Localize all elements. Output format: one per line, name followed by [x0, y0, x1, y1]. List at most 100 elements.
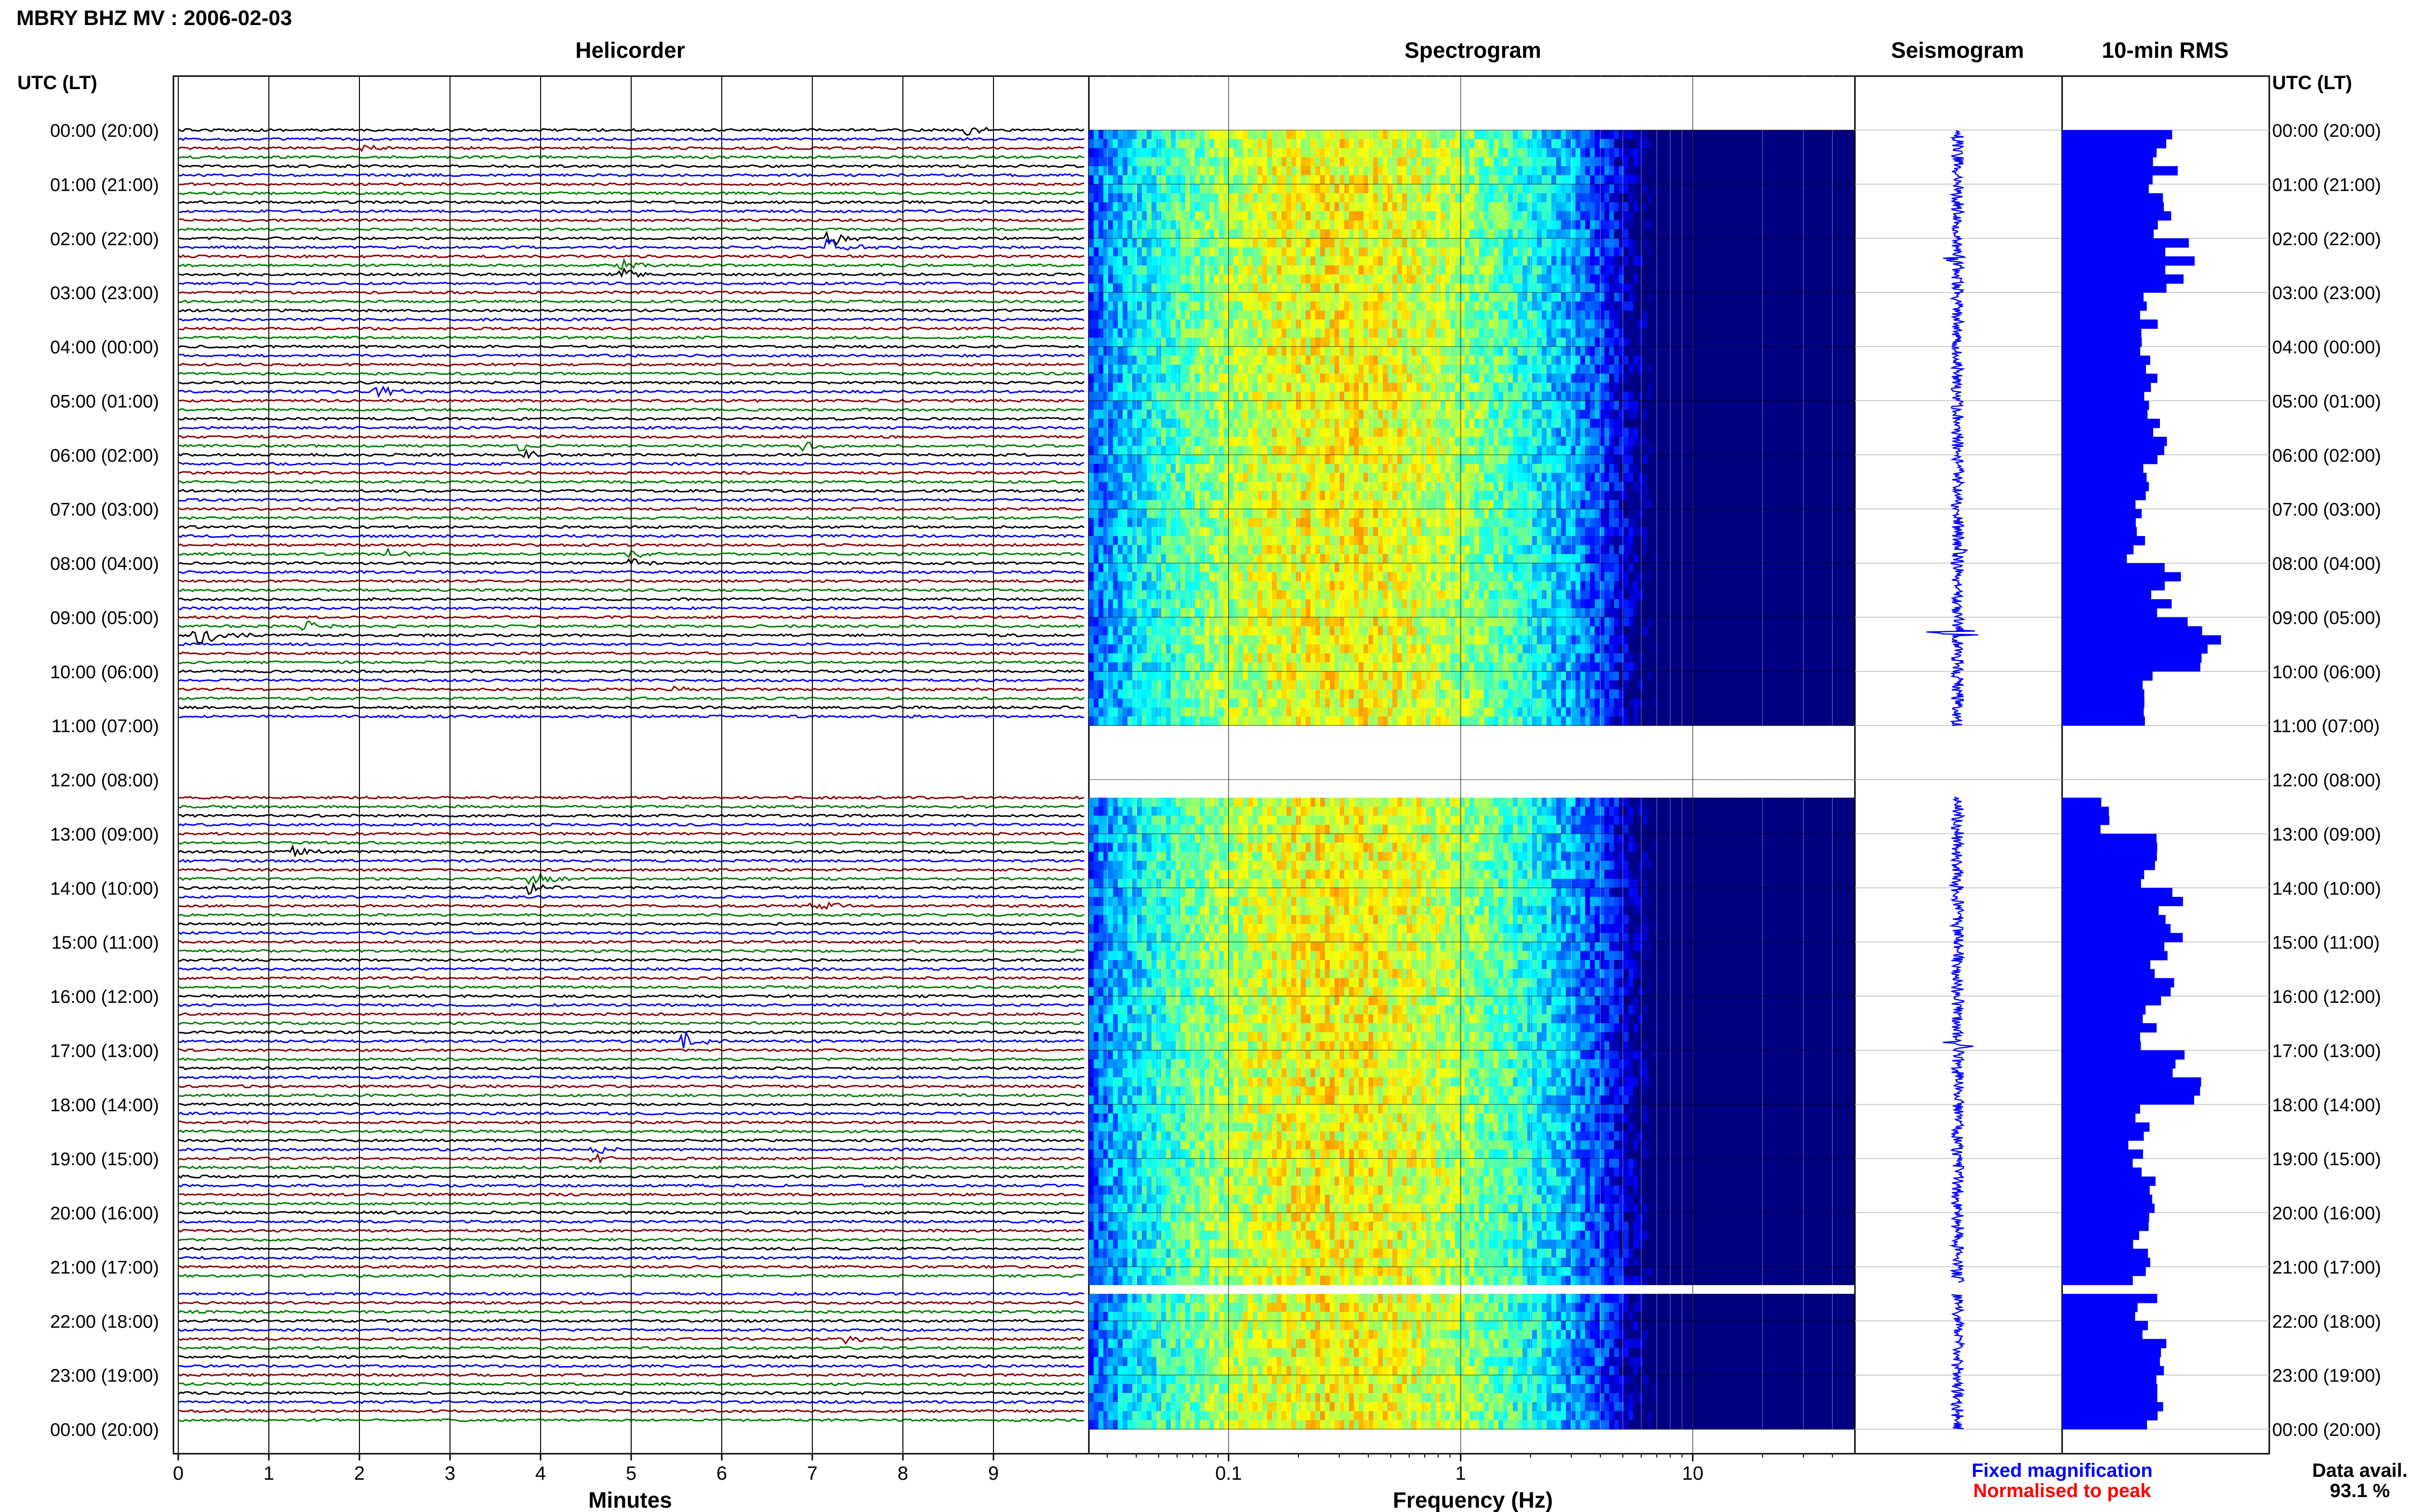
spectrogram-cell: [1812, 157, 1817, 166]
spectrogram-cell: [1142, 229, 1147, 238]
spectrogram-cell: [1315, 157, 1321, 166]
spectrogram-cell: [1667, 130, 1672, 139]
spectrogram-cell: [1094, 229, 1099, 238]
spectrogram-cell: [1161, 211, 1166, 221]
spectrogram-cell: [1826, 184, 1831, 193]
spectrogram-cell: [1522, 193, 1528, 202]
spectrogram-cell: [1845, 157, 1851, 166]
spectrogram-cell: [1840, 166, 1846, 175]
spectrogram-cell: [1821, 130, 1827, 139]
spectrogram-cell: [1585, 211, 1590, 221]
spectrogram-cell: [1214, 175, 1219, 184]
spectrogram-cell: [1513, 202, 1518, 211]
spectrogram-cell: [1147, 229, 1152, 238]
spectrogram-cell: [1378, 175, 1383, 184]
spectrogram-cell: [1238, 157, 1244, 166]
spectrogram-cell: [1229, 157, 1234, 166]
spectrogram-cell: [1248, 130, 1253, 139]
spectrogram-cell: [1489, 139, 1494, 148]
spectrogram-cell: [1388, 202, 1393, 211]
spectrogram-cell: [1383, 148, 1388, 157]
spectrogram-cell: [1706, 139, 1711, 148]
spectrogram-cell: [1344, 175, 1350, 184]
spectrogram-cell: [1123, 229, 1128, 238]
spectrogram-cell: [1812, 166, 1817, 175]
spectrogram-cell: [1821, 202, 1827, 211]
spectrogram-cell: [1118, 211, 1123, 221]
spectrogram-cell: [1556, 202, 1562, 211]
spectrogram-cell: [1706, 211, 1711, 221]
spectrogram-cell: [1484, 193, 1489, 202]
spectrogram-cell: [1450, 139, 1456, 148]
spectrogram-row: [1089, 184, 1855, 193]
spectrogram-cell: [1744, 139, 1749, 148]
spectrogram-cell: [1667, 166, 1672, 175]
spectrogram-cell: [1103, 148, 1109, 157]
spectrogram-cell: [1359, 184, 1364, 193]
spectrogram-cell: [1315, 220, 1321, 229]
spectrogram-cell: [1527, 139, 1533, 148]
spectrogram-cell: [1657, 184, 1663, 193]
spectrogram-cell: [1812, 175, 1817, 184]
spectrogram-cell: [1749, 211, 1754, 221]
spectrogram-cell: [1522, 148, 1528, 157]
left-time-label: 21:00 (17:00): [50, 1258, 159, 1278]
spectrogram-cell: [1127, 166, 1133, 175]
spectrogram-cell: [1272, 130, 1277, 139]
spectrogram-cell: [1152, 229, 1157, 238]
spectrogram-cell: [1161, 148, 1166, 157]
spectrogram-cell: [1787, 193, 1793, 202]
spectrogram-cell: [1219, 166, 1224, 175]
spectrogram-cell: [1171, 220, 1176, 229]
spectrogram-cell: [1094, 175, 1099, 184]
spectrogram-cell: [1840, 139, 1846, 148]
spectrogram-cell: [1667, 193, 1672, 202]
spectrogram-cell: [1455, 139, 1460, 148]
spectrogram-cell: [1137, 202, 1142, 211]
spectrogram-cell: [1349, 202, 1354, 211]
spectrogram-cell: [1282, 130, 1287, 139]
right-time-label: 06:00 (02:00): [2272, 446, 2381, 466]
spectrogram-cell: [1383, 157, 1388, 166]
spectrogram-cell: [1200, 220, 1205, 229]
spectrogram-cell: [1257, 130, 1263, 139]
spectrogram-cell: [1204, 130, 1210, 139]
spectrogram-cell: [1089, 148, 1094, 157]
spectrogram-cell: [1431, 220, 1436, 229]
spectrogram-cell: [1248, 166, 1253, 175]
spectrogram-cell: [1166, 166, 1171, 175]
spectrogram-cell: [1224, 148, 1229, 157]
spectrogram-cell: [1469, 166, 1475, 175]
spectrogram-cell: [1840, 184, 1846, 193]
spectrogram-cell: [1590, 148, 1595, 157]
spectrogram-cell: [1426, 157, 1431, 166]
spectrogram-cell: [1378, 202, 1383, 211]
spectrogram-cell: [1465, 202, 1470, 211]
spectrogram-cell: [1383, 166, 1388, 175]
spectrogram-cell: [1595, 211, 1600, 221]
spectrogram-cell: [1161, 166, 1166, 175]
spectrogram-cell: [1354, 166, 1359, 175]
spectrogram-cell: [1277, 211, 1282, 221]
spectrogram-cell: [1402, 166, 1407, 175]
spectrogram-cell: [1416, 220, 1422, 229]
spectrogram-cell: [1749, 139, 1754, 148]
spectrogram-cell: [1590, 130, 1595, 139]
spectrogram-cell: [1238, 220, 1244, 229]
spectrogram-cell: [1840, 130, 1846, 139]
spectrogram-cell: [1831, 139, 1836, 148]
spectrogram-cell: [1614, 184, 1619, 193]
spectrogram-cell: [1633, 184, 1639, 193]
spectrogram-cell: [1291, 184, 1297, 193]
spectrogram-cell: [1802, 193, 1807, 202]
spectrogram-cell: [1257, 202, 1263, 211]
spectrogram-cell: [1518, 211, 1523, 221]
spectrogram-cell: [1677, 175, 1682, 184]
spectrogram-cell: [1826, 148, 1831, 157]
spectrogram-cell: [1291, 166, 1297, 175]
spectrogram-cell: [1469, 175, 1475, 184]
spectrogram-cell: [1224, 175, 1229, 184]
spectrogram-cell: [1614, 148, 1619, 157]
spectrogram-cell: [1783, 202, 1788, 211]
spectrogram-cell: [1363, 202, 1369, 211]
